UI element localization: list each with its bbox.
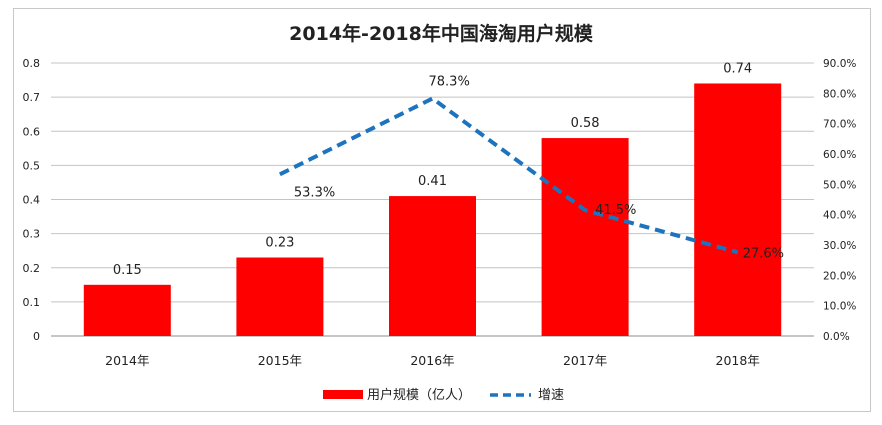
legend-swatch-bar [323, 390, 363, 399]
x-tick-label: 2016年 [410, 353, 454, 368]
bar-data-label: 0.74 [723, 61, 752, 76]
chart-title: 2014年-2018年中国海淘用户规模 [289, 22, 594, 45]
right-tick-label: 70.0% [823, 119, 856, 131]
line-data-label: 78.3% [429, 74, 470, 89]
left-tick-label: 0 [33, 330, 40, 343]
bar-data-label: 0.23 [265, 236, 294, 251]
right-tick-label: 10.0% [823, 301, 856, 313]
left-axis: 0 0.1 0.2 0.3 0.4 0.5 0.6 0.7 0.8 [23, 57, 41, 343]
left-tick-label: 0.8 [23, 57, 41, 70]
right-tick-label: 50.0% [823, 179, 856, 191]
bar [694, 83, 782, 336]
x-axis: 2014年 2015年 2016年 2017年 2018年 [105, 353, 760, 368]
right-tick-label: 60.0% [823, 149, 856, 161]
left-tick-label: 0.3 [23, 228, 41, 241]
bar-data-label: 0.15 [113, 263, 142, 278]
bar [236, 257, 324, 336]
grid-layer [51, 62, 814, 337]
line-data-label: 53.3% [294, 185, 335, 200]
x-tick-label: 2017年 [563, 353, 607, 368]
bar-data-label: 0.41 [418, 174, 447, 189]
left-tick-label: 0.5 [23, 159, 41, 172]
bar-data-label: 0.58 [571, 116, 600, 131]
right-tick-label: 20.0% [823, 270, 856, 282]
right-tick-label: 80.0% [823, 88, 856, 100]
left-tick-label: 0.7 [23, 91, 41, 104]
x-tick-label: 2015年 [258, 353, 302, 368]
bar [389, 196, 476, 336]
left-tick-label: 0.6 [23, 125, 41, 138]
labels-layer: 0.15 0.23 0.41 0.58 0.74 53.3% 78.3% 41.5% 27.6% [113, 61, 784, 277]
right-tick-label: 0.0% [823, 331, 850, 343]
left-tick-label: 0.1 [23, 296, 41, 309]
right-tick-label: 40.0% [823, 210, 856, 222]
left-tick-label: 0.2 [23, 262, 41, 275]
bars-layer [83, 83, 782, 336]
growth-line [279, 96, 739, 255]
bar [541, 138, 629, 336]
right-tick-label: 30.0% [823, 240, 856, 252]
legend: 用户规模（亿人） 增速 [323, 387, 564, 403]
x-tick-label: 2014年 [105, 353, 149, 368]
legend-label-line: 增速 [538, 388, 564, 403]
line-data-label: 41.5% [595, 203, 636, 218]
line-data-label: 27.6% [743, 246, 784, 261]
legend-label-bar: 用户规模（亿人） [367, 387, 471, 403]
x-tick-label: 2018年 [716, 353, 760, 368]
left-tick-label: 0.4 [23, 194, 41, 207]
right-axis: 0.0% 10.0% 20.0% 30.0% 40.0% 50.0% 60.0% 70.0% 8… [823, 58, 856, 343]
bar [83, 284, 171, 336]
right-tick-label: 90.0% [823, 58, 856, 70]
line-layer [279, 96, 739, 255]
